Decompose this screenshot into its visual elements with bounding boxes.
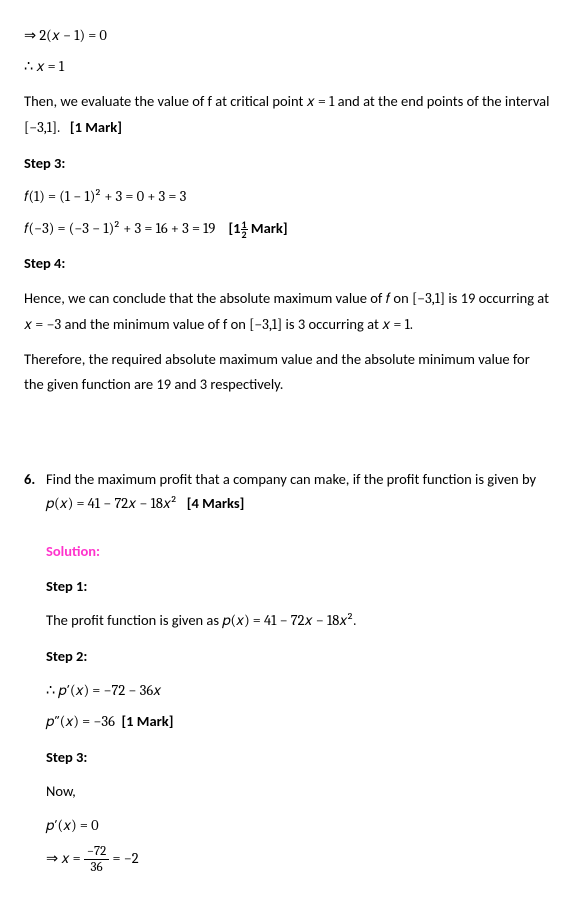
- step-1-heading: Step 1:: [46, 574, 551, 599]
- eq-p-prime: ∴ 𝑝′(𝑥) = −72 − 36𝑥: [46, 679, 551, 704]
- text: and the minimum value of f on: [61, 315, 249, 333]
- text: and at the end points of the interval: [334, 92, 549, 110]
- mark-label: [1 Mark]: [70, 118, 122, 136]
- numerator: −72: [84, 845, 109, 860]
- mark-label: [4 Marks]: [187, 494, 245, 512]
- text: Hence, we can conclude that the absolute…: [24, 289, 386, 307]
- text: = −2: [113, 850, 139, 867]
- inline-math: 𝑓(−3) = (−3 − 1)² + 3 = 16 + 3 = 19: [24, 220, 215, 237]
- eq-x-equals-1: ∴ 𝑥 = 1: [24, 55, 551, 80]
- paragraph-therefore: Therefore, the required absolute maximum…: [24, 347, 551, 396]
- inline-math: 𝑝(𝑥) = 41 − 72𝑥 − 18𝑥²: [46, 495, 177, 512]
- inline-math: 𝑥 = −3: [24, 316, 61, 333]
- mark-label: [1 Mark]: [121, 712, 173, 730]
- eq-f-of-1: 𝑓(1) = (1 − 1)² + 3 = 0 + 3 = 3: [24, 185, 551, 210]
- text: on: [390, 289, 412, 307]
- inline-math: [−3,1].: [24, 119, 60, 136]
- question-number: 6.: [24, 467, 46, 492]
- inline-math: 𝑝″(𝑥) = −36: [46, 713, 115, 730]
- paragraph-conclusion: Hence, we can conclude that the absolute…: [24, 286, 551, 337]
- step-2-heading: Step 2:: [46, 644, 551, 669]
- eq-p-prime-zero: 𝑝′(𝑥) = 0: [46, 814, 551, 839]
- inline-math: 𝑥 = 1: [307, 93, 335, 110]
- inline-math: [−3,1]: [412, 290, 445, 307]
- question-text: Find the maximum profit that a company c…: [46, 467, 551, 517]
- solution-heading: Solution:: [46, 539, 551, 564]
- inline-math: 𝑝(𝑥) = 41 − 72𝑥 − 18𝑥².: [222, 612, 356, 629]
- mark-label: [112 Mark]: [228, 219, 287, 237]
- fraction-half: 12: [241, 220, 248, 239]
- text: [1: [228, 219, 240, 237]
- paragraph-evaluate: Then, we evaluate the value of f at crit…: [24, 89, 551, 140]
- step-4-heading: Step 4:: [24, 251, 551, 276]
- text: Then, we evaluate the value of f at crit…: [24, 92, 307, 110]
- now-text: Now,: [46, 779, 551, 804]
- inline-math: [−3,1]: [249, 316, 282, 333]
- eq-derivative-zero: ⇒ 2(𝑥 − 1) = 0: [24, 24, 551, 49]
- inline-math: 𝑥 = 1.: [382, 316, 413, 333]
- text: is 19 occurring at: [445, 289, 549, 307]
- text: The profit function is given as: [46, 611, 222, 629]
- step-3-heading: Step 3:: [24, 151, 551, 176]
- step-1-text: The profit function is given as 𝑝(𝑥) = 4…: [46, 608, 551, 634]
- eq-p-double-prime: 𝑝″(𝑥) = −36 [1 Mark]: [46, 709, 551, 735]
- eq-x-solve: ⇒ 𝑥 = −72 36 = −2: [46, 845, 551, 874]
- text: is 3 occurring at: [282, 315, 382, 333]
- eq-f-of-neg3: 𝑓(−3) = (−3 − 1)² + 3 = 16 + 3 = 19 [112…: [24, 216, 551, 242]
- step-3-heading-b: Step 3:: [46, 745, 551, 770]
- fraction: −72 36: [84, 845, 109, 874]
- text: ⇒ 𝑥 =: [46, 850, 81, 867]
- text: Find the maximum profit that a company c…: [46, 470, 536, 488]
- text: Mark]: [251, 219, 288, 237]
- question-6: 6. Find the maximum profit that a compan…: [24, 467, 551, 880]
- denominator: 36: [84, 860, 109, 874]
